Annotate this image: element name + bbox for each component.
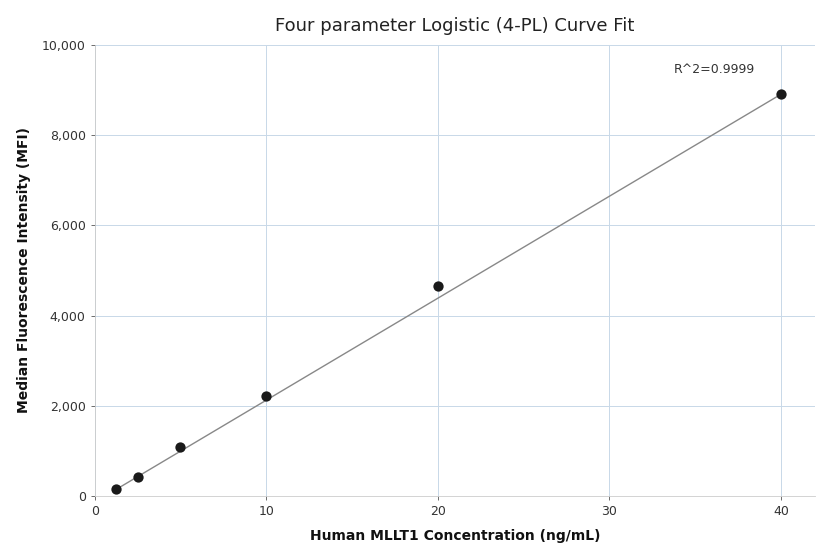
Point [431,282,444,291]
Title: Four parameter Logistic (4-PL) Curve Fit: Four parameter Logistic (4-PL) Curve Fit [275,17,635,35]
Y-axis label: Median Fluorescence Intensity (MFI): Median Fluorescence Intensity (MFI) [17,127,31,413]
X-axis label: Human MLLT1 Concentration (ng/mL): Human MLLT1 Concentration (ng/mL) [310,529,600,543]
Text: R^2=0.9999: R^2=0.9999 [674,63,755,76]
Point [110,485,123,494]
Point [174,442,187,451]
Point [131,472,144,481]
Point [260,391,273,400]
Point [775,90,788,99]
